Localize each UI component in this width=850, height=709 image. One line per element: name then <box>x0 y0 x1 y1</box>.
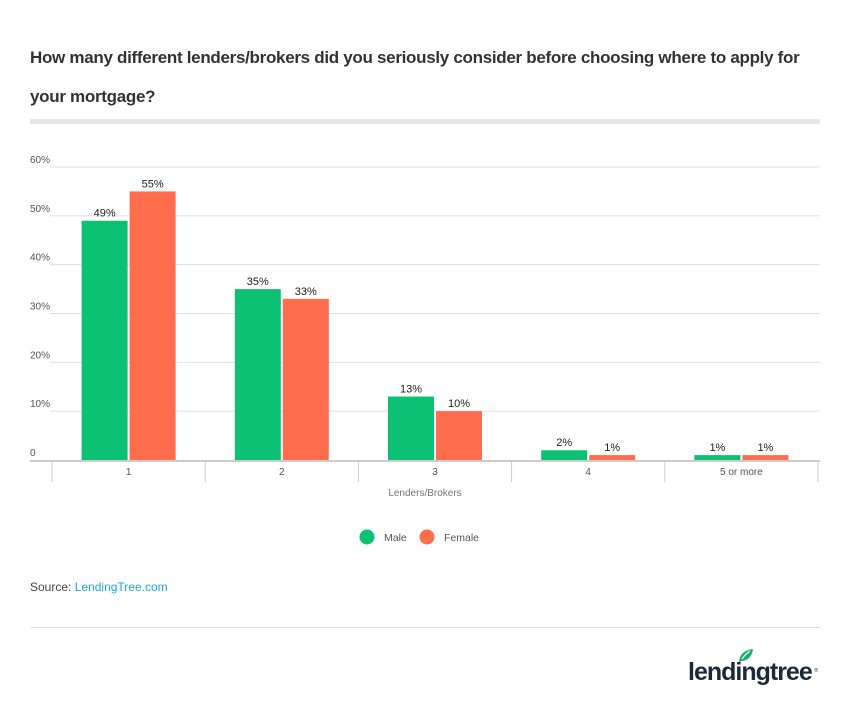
y-tick-label: 20% <box>30 350 50 361</box>
legend: Male Female <box>359 529 480 545</box>
x-tick-label: 3 <box>432 467 438 478</box>
bar-chart: 0 10% 20% 30% 40% 50% 60% 49% 55% 35% 33% 13% 10% 2%… <box>30 155 820 545</box>
source-note: Source: LendingTree.com <box>30 580 168 594</box>
bar-male <box>234 289 281 460</box>
data-label: 10% <box>448 398 470 410</box>
x-tick-label: 2 <box>279 467 285 478</box>
legend-item-female[interactable]: Female <box>419 529 480 545</box>
title-divider <box>30 119 820 124</box>
legend-label: Female <box>444 532 479 544</box>
data-label: 49% <box>94 208 116 220</box>
logo-wordmark: lendingtree <box>688 658 813 686</box>
y-tick-label: 60% <box>30 155 50 166</box>
x-tick-label: 4 <box>585 467 591 478</box>
y-tick-label: 50% <box>30 204 50 215</box>
y-axis-ticks: 0 10% 20% 30% 40% 50% 60% <box>30 155 50 459</box>
leaf-icon <box>739 649 753 663</box>
bar-male <box>694 455 741 460</box>
y-tick-label: 30% <box>30 302 50 313</box>
data-label: 1% <box>604 442 620 454</box>
footer-divider <box>30 627 820 628</box>
chart-title: How many different lenders/brokers did y… <box>30 48 800 106</box>
bar-female <box>129 191 176 460</box>
x-axis: 1 2 3 4 5 or more <box>30 460 820 482</box>
data-labels: 49% 55% 35% 33% 13% 10% 2% 1% 1% 1% <box>94 178 774 454</box>
lendingtree-logo: lendingtree ® <box>688 648 820 690</box>
gridlines <box>50 166 820 412</box>
data-label: 55% <box>142 178 164 190</box>
legend-item-male[interactable]: Male <box>359 529 407 545</box>
bar-male <box>81 220 128 460</box>
x-axis-title: Lenders/Brokers <box>388 488 461 499</box>
bar-male <box>541 450 588 460</box>
data-label: 1% <box>709 442 725 454</box>
bar-male <box>388 396 434 460</box>
legend-swatch <box>419 529 435 545</box>
bars <box>81 191 789 460</box>
data-label: 33% <box>295 286 317 298</box>
bar-female <box>282 298 329 460</box>
registered-mark: ® <box>814 668 818 674</box>
x-tick-label: 1 <box>126 467 132 478</box>
legend-swatch <box>359 529 375 545</box>
y-tick-label: 0 <box>30 448 36 459</box>
data-label: 13% <box>400 384 422 396</box>
data-label: 1% <box>757 442 773 454</box>
source-label: Source: <box>30 580 72 594</box>
x-tick-label: 5 or more <box>720 467 763 478</box>
bar-female <box>589 455 636 460</box>
legend-label: Male <box>384 532 407 544</box>
bar-female <box>436 411 482 460</box>
y-tick-label: 10% <box>30 399 50 410</box>
y-tick-label: 40% <box>30 253 50 264</box>
data-label: 2% <box>556 437 572 449</box>
source-link[interactable]: LendingTree.com <box>74 580 168 594</box>
data-label: 35% <box>247 276 269 288</box>
bar-female <box>742 455 789 460</box>
